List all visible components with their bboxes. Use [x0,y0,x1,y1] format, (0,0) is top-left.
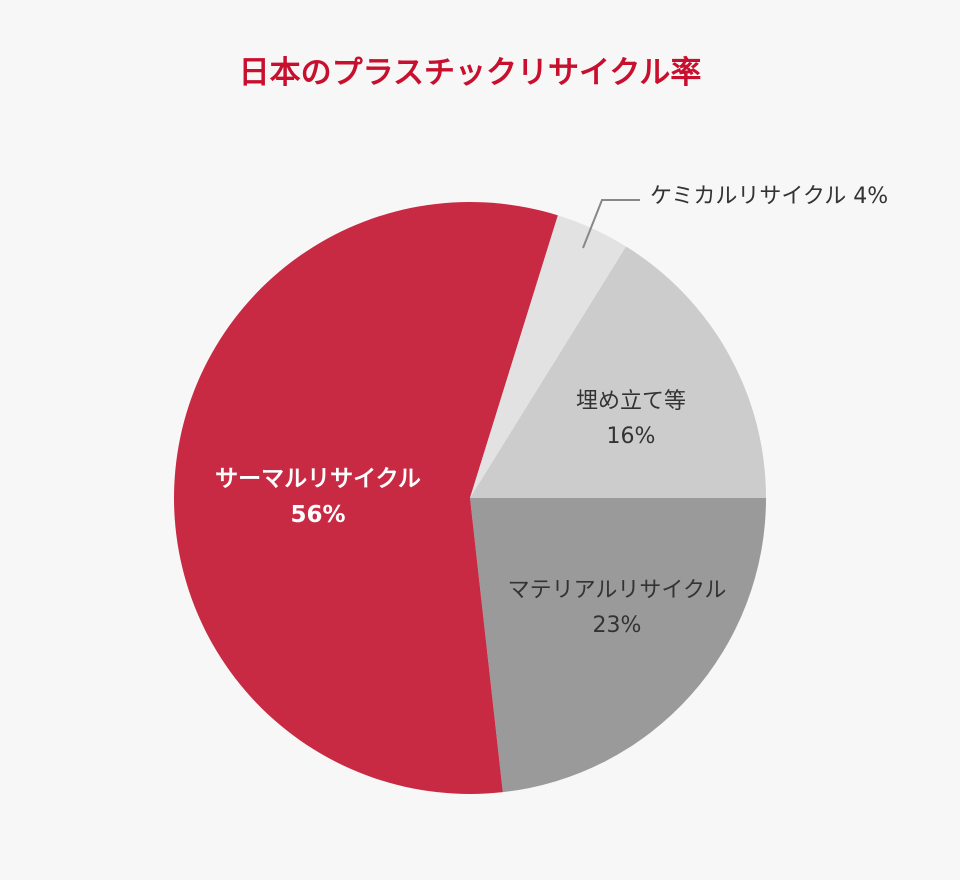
chart-title: 日本のプラスチックリサイクル率 [239,55,702,91]
value-material-recycling: 23% [593,613,642,638]
value-thermal-recycling: 56% [290,502,345,528]
slice-material-recycling [470,498,766,793]
slice-chemical-recycling [470,215,627,498]
label-landfill-etc: 埋め立て等 [576,389,686,414]
pie-slices [174,202,766,795]
value-landfill-etc: 16% [607,424,656,449]
slice-landfill-etc [470,246,766,498]
slice-thermal-recycling [174,202,558,795]
label-material-recycling: マテリアルリサイクル [508,578,727,603]
label-thermal-recycling: サーマルリサイクル [215,466,421,492]
label-chemical-recycling: ケミカルリサイクル 4% [650,184,888,209]
chemical-leader-line [582,199,640,249]
